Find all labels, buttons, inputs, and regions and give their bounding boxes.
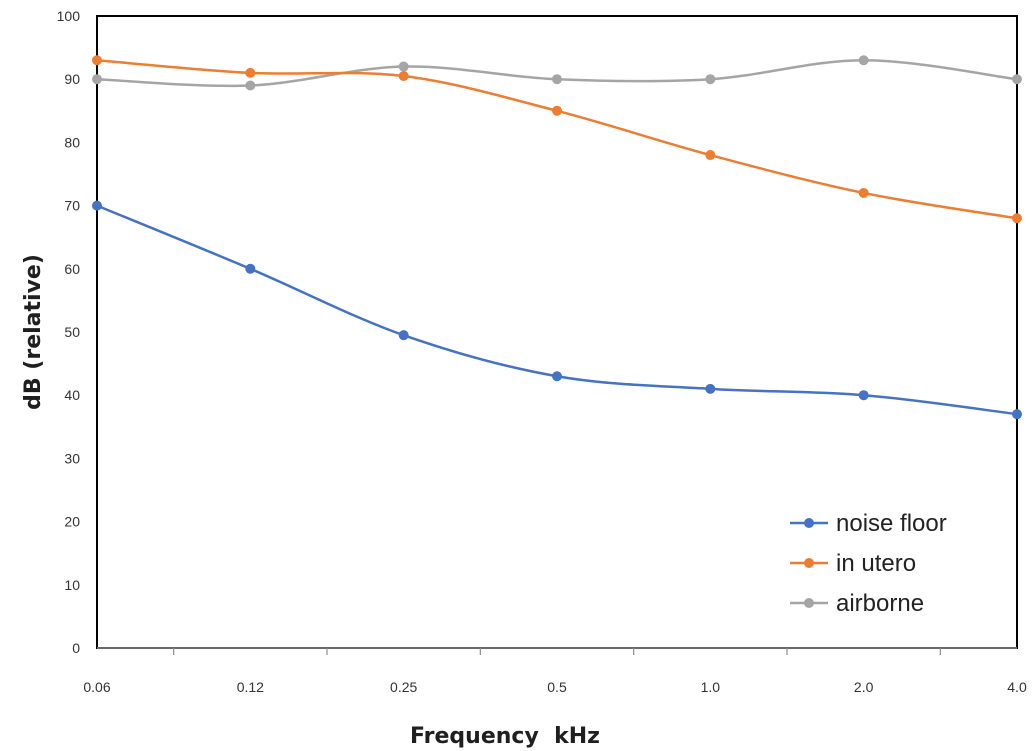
data-point-airborne <box>245 80 256 91</box>
y-tick-label: 100 <box>57 8 81 24</box>
x-tick-label: 2.0 <box>854 679 874 695</box>
y-tick-label: 80 <box>64 134 80 150</box>
data-point-noise-floor <box>398 330 409 341</box>
legend-label-noise-floor: noise floor <box>836 510 947 537</box>
y-tick-label: 10 <box>64 577 80 593</box>
data-point-noise-floor <box>92 200 102 211</box>
data-point-airborne <box>1012 74 1022 85</box>
x-axis-tick-labels: 0.06 0.12 0.25 0.5 1.0 2.0 4.0 <box>83 679 1027 695</box>
x-tick-label: 4.0 <box>1007 679 1027 695</box>
data-point-in-utero <box>552 105 562 116</box>
series-airborne <box>92 55 1022 91</box>
y-tick-label: 60 <box>64 261 80 277</box>
legend-marker-airborne <box>804 598 814 608</box>
data-point-noise-floor <box>552 371 562 382</box>
data-point-in-utero <box>705 150 716 161</box>
legend-label-airborne: airborne <box>836 590 924 617</box>
data-point-airborne <box>705 74 716 85</box>
data-point-in-utero <box>92 55 102 66</box>
data-point-noise-floor <box>245 263 256 274</box>
data-point-airborne <box>92 74 102 85</box>
x-tick-label: 0.12 <box>237 679 264 695</box>
data-point-in-utero <box>1012 213 1022 224</box>
y-tick-label: 70 <box>64 198 80 214</box>
x-tick-label: 1.0 <box>701 679 721 695</box>
series-noise-floor <box>92 200 1022 420</box>
legend-marker-in-utero <box>804 558 814 568</box>
series-layer <box>92 55 1022 420</box>
x-tick-label: 0.06 <box>83 679 110 695</box>
y-tick-label: 90 <box>64 71 80 87</box>
legend-label-in-utero: in utero <box>836 550 916 577</box>
y-axis-title: dB (relative) <box>21 254 46 410</box>
data-point-airborne <box>552 74 562 85</box>
y-axis-tick-labels: 0 10 20 30 40 50 60 70 80 90 100 <box>57 8 81 656</box>
x-tick-label: 0.25 <box>390 679 417 695</box>
legend-marker-noise-floor <box>804 518 814 528</box>
x-tick-label: 0.5 <box>547 679 567 695</box>
y-tick-label: 20 <box>64 514 80 530</box>
series-line-noise-floor <box>96 204 1018 416</box>
data-point-noise-floor <box>858 390 869 401</box>
y-tick-label: 30 <box>64 450 80 466</box>
data-point-in-utero <box>398 71 409 82</box>
x-axis-title: Frequency kHz <box>410 724 600 749</box>
legend: noise floor in utero airborne <box>790 510 947 617</box>
data-point-in-utero <box>858 187 869 198</box>
data-point-airborne <box>858 55 869 66</box>
data-point-noise-floor <box>705 383 716 394</box>
x-axis-tick-marks <box>173 648 941 655</box>
y-tick-label: 0 <box>72 640 80 656</box>
data-point-noise-floor <box>1012 409 1022 420</box>
data-point-airborne <box>398 61 409 72</box>
y-tick-label: 40 <box>64 387 80 403</box>
y-tick-label: 50 <box>64 324 80 340</box>
series-in-utero <box>92 55 1022 224</box>
data-point-in-utero <box>245 67 256 78</box>
